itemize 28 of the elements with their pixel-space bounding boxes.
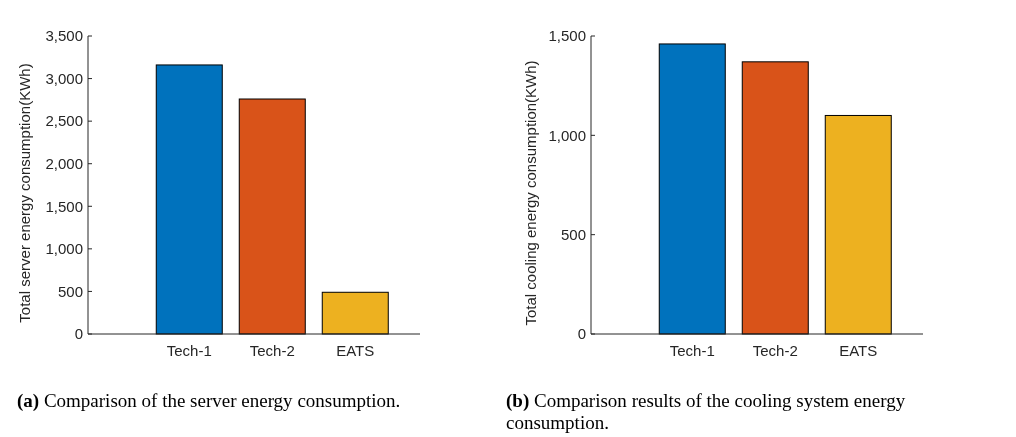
y-axis-title: Total cooling energy consumption(KWh) (522, 60, 539, 326)
x-tick-label: Tech-2 (249, 342, 295, 359)
y-tick-label: 1,500 (548, 27, 586, 45)
bar (741, 61, 809, 335)
y-tick-label: 0 (74, 325, 83, 343)
y-tick-label: 500 (560, 225, 586, 243)
y-tick-label: 3,000 (45, 69, 83, 87)
x-tick-label: Tech-2 (752, 342, 798, 359)
y-tick-label: 2,000 (45, 154, 83, 172)
y-tick-label: 2,500 (45, 112, 83, 130)
text: (b) Comparison results of the cooling system energy consumption. (506, 390, 906, 433)
y-axis-title: Total server energy consumption(KWh) (16, 63, 33, 323)
x-tick-label: EATS (336, 342, 375, 359)
y-tick-label: 1,500 (45, 197, 83, 215)
y-tick-label: 3,500 (45, 27, 83, 45)
y-tick-label: 500 (57, 282, 83, 300)
bar (321, 291, 389, 335)
x-tick-label: Tech-1 (166, 342, 212, 359)
x-tick-label: EATS (839, 342, 878, 359)
bar (155, 64, 223, 335)
text: (a) Comparison of the server energy consumption. (17, 390, 401, 412)
y-tick-label: 0 (577, 325, 586, 343)
x-tick-label: Tech-1 (669, 342, 715, 359)
bar (658, 43, 726, 335)
y-tick-label: 1,000 (45, 240, 83, 258)
bar (824, 114, 892, 335)
y-tick-label: 1,000 (548, 126, 586, 144)
bar (238, 98, 306, 335)
